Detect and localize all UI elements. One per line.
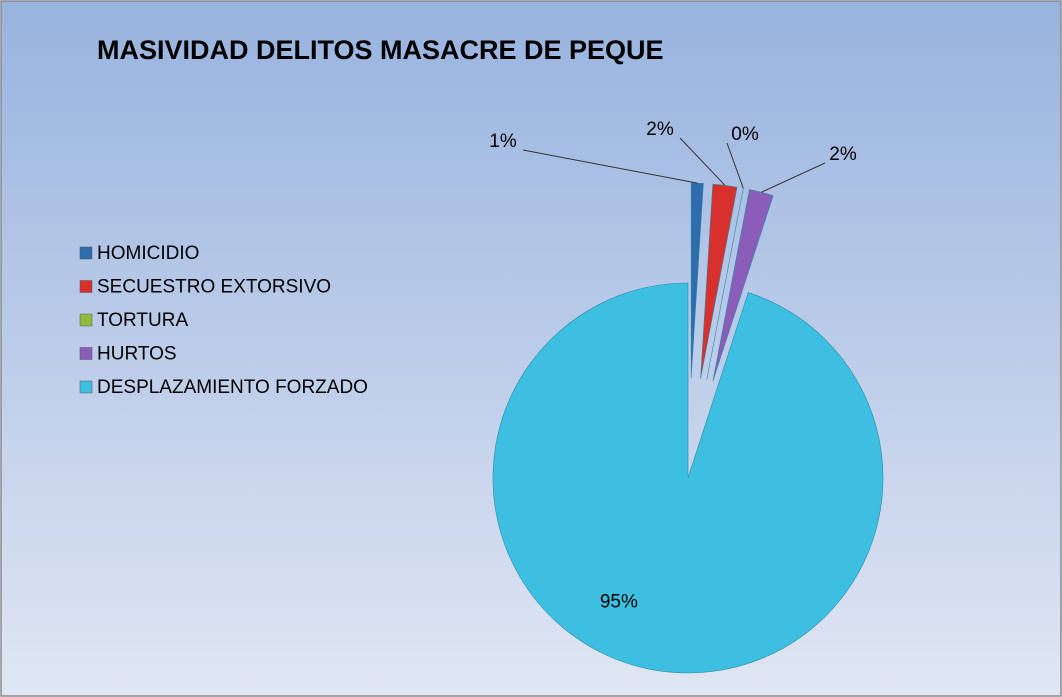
legend-marker [79,246,93,260]
pie-slice [700,183,738,379]
leader-line [679,137,726,186]
data-label: 0% [731,124,759,145]
leader-line [761,162,826,193]
legend-label: HURTOS [97,344,177,365]
chart-title: MASIVIDAD DELITOS MASACRE DE PEQUE [97,35,664,65]
legend-marker [79,380,93,394]
legend-marker [79,313,93,327]
legend-marker [79,280,93,293]
leader-line [726,142,744,189]
data-label: 95% [600,591,638,612]
legend-label: TORTURA [97,310,188,331]
data-label: 2% [829,144,857,165]
legend-label: HOMICIDIO [97,243,199,264]
leader-line [522,149,698,184]
data-label: 1% [489,131,517,152]
data-label: 2% [646,119,674,140]
pie-slice [492,282,884,674]
legend-marker [79,347,93,360]
pie-slice [712,189,774,382]
legend-label: SECUESTRO EXTORSIVO [97,277,331,298]
legend-label: DESPLAZAMIENTO FORZADO [97,377,368,398]
